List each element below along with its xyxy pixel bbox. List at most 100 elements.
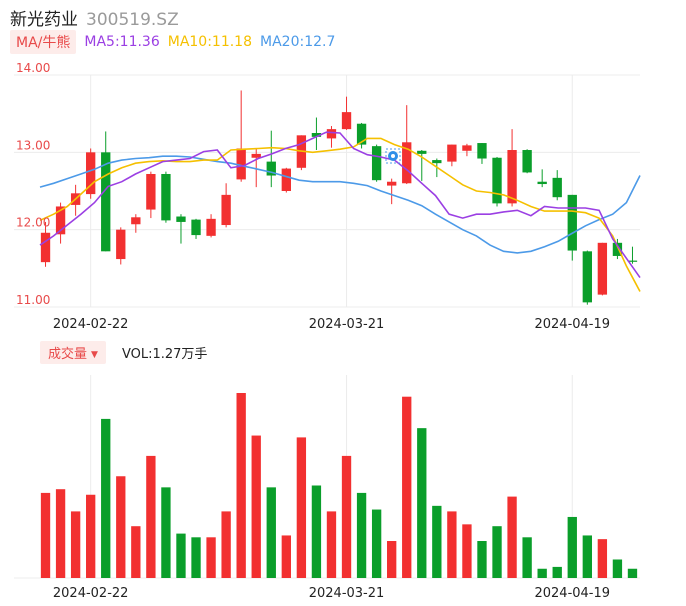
volume-bar [387, 541, 397, 578]
x-tick-label: 2024-04-19 [534, 317, 610, 332]
candle-body [507, 150, 517, 204]
candle-body [266, 161, 276, 176]
volume-bar [432, 505, 442, 578]
volume-bar [40, 492, 51, 578]
candle-body [371, 146, 382, 181]
volume-bar [447, 511, 457, 578]
ma-legend: MA/牛熊 MA5:11.36 MA10:11.18 MA20:12.7 [10, 30, 335, 54]
candle-body [131, 217, 141, 225]
x-tick-label: 2024-02-22 [53, 586, 129, 601]
candle-body [311, 133, 322, 137]
candle-body [86, 152, 96, 195]
ma20-label: MA20:12.7 [260, 34, 336, 50]
volume-bar [507, 496, 517, 578]
candle-body [326, 129, 337, 139]
volume-bar [116, 476, 126, 578]
candle-body [582, 251, 592, 303]
candle-body [236, 148, 246, 180]
volume-bar [582, 535, 592, 578]
volume-legend: 成交量 ▼ VOL:1.27万手 [40, 340, 208, 364]
volume-bar [221, 511, 231, 578]
candle-body [176, 216, 186, 222]
ma10-label: MA10:11.18 [167, 34, 253, 50]
candle-body [492, 157, 502, 204]
volume-bar [86, 494, 96, 578]
candle-body [447, 144, 457, 162]
candle-body [146, 173, 156, 210]
volume-bar [70, 511, 81, 578]
volume-bar [612, 559, 623, 578]
stock-code: 300519.SZ [86, 10, 179, 30]
candle-body [206, 218, 216, 236]
volume-bar [191, 537, 201, 578]
volume-bar [537, 568, 547, 578]
candle-body [341, 112, 352, 130]
volume-bar [296, 437, 307, 578]
ma5-label: MA5:11.36 [84, 34, 160, 50]
candle-body [356, 123, 367, 145]
ma10-line [39, 137, 641, 292]
candle-body [281, 168, 291, 191]
candle-body [221, 194, 231, 226]
volume-bar [161, 487, 171, 578]
candle-body [417, 150, 427, 154]
volume-bar [251, 435, 261, 578]
candle-body [462, 145, 472, 151]
volume-bar [356, 492, 367, 578]
candle-body [522, 150, 532, 173]
candle-body [251, 153, 261, 158]
volume-bar [101, 418, 111, 578]
volume-bar [552, 566, 562, 578]
volume-bar [266, 487, 276, 578]
volume-indicator-dropdown[interactable]: 成交量 ▼ [40, 340, 106, 364]
volume-bar [281, 535, 291, 578]
volume-bar [567, 516, 577, 578]
candle-body [191, 219, 201, 236]
volume-bar [492, 526, 502, 578]
candle-body [40, 232, 51, 263]
volume-bar [131, 526, 141, 578]
volume-bar [477, 541, 487, 578]
candle-body [552, 177, 562, 198]
volume-bar [236, 393, 246, 578]
y-tick-label: 14.00 [16, 61, 50, 75]
candle-body [101, 152, 111, 252]
ma-toggle-button[interactable]: MA/牛熊 [10, 30, 77, 54]
volume-bar [311, 485, 322, 578]
x-tick-label: 2024-03-21 [309, 317, 385, 332]
candle-body [537, 181, 547, 185]
volume-dropdown-label: 成交量 [48, 346, 88, 362]
ma5-line [39, 131, 641, 279]
volume-bar [55, 489, 66, 578]
volume-bar [146, 455, 156, 578]
volume-bar [206, 537, 216, 578]
x-tick-label: 2024-03-21 [309, 586, 385, 601]
candle-body [116, 229, 126, 260]
volume-bar [627, 568, 638, 578]
volume-bar [417, 428, 427, 578]
y-tick-label: 12.00 [16, 216, 50, 230]
volume-bar [402, 396, 412, 578]
ma20-line [39, 155, 641, 254]
y-tick-label: 13.00 [16, 138, 50, 152]
y-tick-label: 11.00 [16, 293, 50, 307]
stock-name: 新光药业 [10, 10, 78, 30]
candle-body [612, 242, 623, 256]
volume-bar [371, 509, 382, 578]
candle-body [402, 142, 412, 184]
volume-value: VOL:1.27万手 [121, 346, 208, 362]
caret-down-icon: ▼ [91, 349, 98, 360]
volume-bar [326, 511, 337, 578]
stock-header: 新光药业 300519.SZ [10, 5, 179, 30]
candle-body [161, 173, 171, 221]
candle-body [567, 194, 577, 251]
candle-body [387, 181, 397, 186]
x-tick-label: 2024-04-19 [534, 586, 610, 601]
volume-bar [176, 533, 186, 578]
x-tick-label: 2024-02-22 [53, 317, 129, 332]
crosshair-marker-icon[interactable] [385, 148, 401, 164]
volume-bar [522, 537, 532, 578]
volume-bar [597, 539, 608, 578]
candle-body [477, 143, 487, 159]
